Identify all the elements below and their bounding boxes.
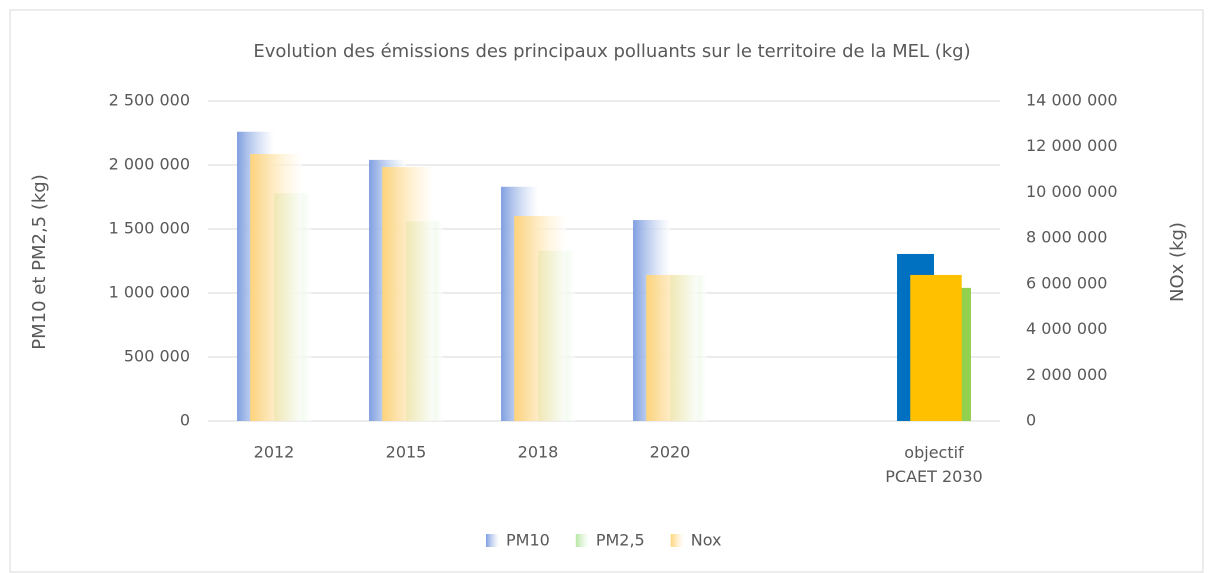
legend-swatch	[670, 534, 684, 547]
x-tick-label: objectif PCAET 2030	[885, 443, 982, 486]
y2-tick-label: 10 000 000	[1026, 182, 1118, 201]
legend-label: PM2,5	[596, 531, 645, 550]
y-tick-label: 2 500 000	[109, 91, 190, 110]
y2-tick-label: 14 000 000	[1026, 91, 1118, 110]
x-tick-label: 2018	[518, 443, 559, 462]
y2-tick-label: 2 000 000	[1026, 365, 1107, 384]
bar	[910, 274, 962, 421]
x-tick-label: 2020	[650, 443, 691, 462]
x-tick-label: 2015	[386, 443, 427, 462]
legend-label: Nox	[691, 531, 722, 550]
legend-label: PM10	[506, 531, 550, 550]
chart-title: Evolution des émissions des principaux p…	[253, 41, 970, 62]
y2-tick-label: 6 000 000	[1026, 273, 1107, 292]
legend-swatch	[575, 534, 589, 547]
y-tick-label: 1 500 000	[109, 219, 190, 238]
bar	[250, 154, 302, 421]
y-axis-title: PM10 et PM2,5 (kg)	[29, 174, 50, 350]
y-tick-label: 1 000 000	[109, 283, 190, 302]
y-tick-label: 0	[180, 411, 190, 430]
bar	[382, 167, 434, 421]
y-tick-label: 2 000 000	[109, 155, 190, 174]
bar	[514, 215, 566, 421]
x-tick-label: 2012	[254, 443, 295, 462]
chart-frame	[9, 9, 1204, 573]
y2-tick-label: 0	[1026, 411, 1036, 430]
bar	[646, 274, 698, 421]
y2-tick-label: 12 000 000	[1026, 136, 1118, 155]
y2-tick-label: 8 000 000	[1026, 228, 1107, 247]
y2-tick-label: 4 000 000	[1026, 319, 1107, 338]
y-tick-label: 500 000	[124, 347, 190, 366]
y2-axis-title: NOx (kg)	[1167, 222, 1188, 302]
legend-swatch	[486, 534, 499, 547]
